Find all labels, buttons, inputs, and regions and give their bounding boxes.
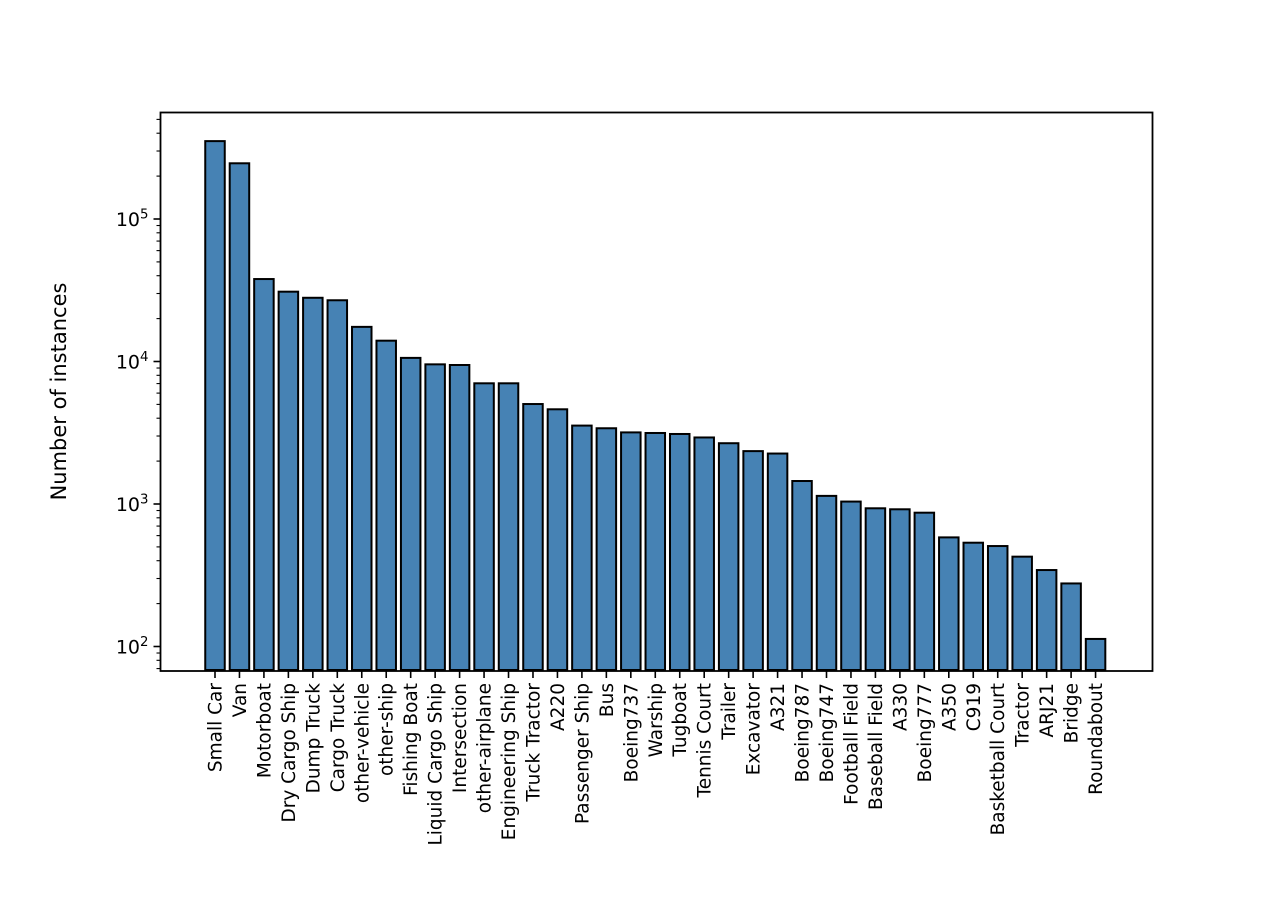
bar-motorboat [253,278,275,671]
bar-boeing737 [620,431,642,671]
x-axis-ticks: Small Car Van Motorboat Dry Cargo Ship Dump … [206,671,1107,846]
bar-basketball-court [986,545,1009,671]
x-tick-label-motorboat: Motorboat [254,683,275,778]
bar-football-field [840,500,862,671]
bar-dump-truck [302,296,324,671]
bar-dry-cargo-ship [277,290,300,671]
x-tick-label-intersection: Intersection [450,683,471,793]
bars-group [204,140,1107,672]
x-tick-label-c919: C919 [964,683,985,731]
x-tick-label-excavator: Excavator [744,683,765,776]
bar-a321 [766,452,789,672]
x-tick-label-boeing737: Boeing737 [621,683,642,782]
plot-border [159,111,1154,672]
x-tick-label-other-airplane: other-airplane [475,683,496,813]
x-tick-label-fishing-boat: Fishing Boat [401,683,422,796]
bar-other-airplane [473,382,495,671]
x-tick-label-engineering-ship: Engineering Ship [499,683,520,840]
x-tick-label-football-field: Football Field [841,683,862,805]
x-tick-label-basketball-court: Basketball Court [988,683,1009,835]
x-tick-label-trailer: Trailer [719,683,740,741]
y-tick-label: 102 [116,635,149,659]
bar-intersection [448,364,471,671]
bar-boeing747 [815,494,838,672]
x-tick-label-dry-cargo-ship: Dry Cargo Ship [279,683,300,823]
bar-a330 [889,508,911,672]
bar-c919 [962,541,985,672]
x-tick-label-bridge: Bridge [1062,683,1083,743]
bar-boeing787 [791,480,813,672]
x-tick-label-a321: A321 [768,683,789,731]
bar-bus [595,427,618,672]
bar-tugboat [668,432,691,672]
bar-other-vehicle [351,325,373,671]
x-tick-label-a350: A350 [939,683,960,731]
x-tick-label-van: Van [230,683,251,717]
x-tick-label-tennis-court: Tennis Court [695,683,716,798]
x-tick-label-baseball-field: Baseball Field [866,683,887,810]
x-tick-label-roundabout: Roundabout [1086,683,1107,795]
bar-roundabout [1084,637,1107,672]
bar-cargo-truck [326,299,349,671]
x-tick-label-dump-truck: Dump Truck [303,683,324,794]
x-tick-label-warship: Warship [646,683,667,757]
bar-trailer [717,442,740,671]
x-tick-label-passenger-ship: Passenger Ship [572,683,593,824]
bar-tennis-court [693,436,715,671]
x-tick-label-boeing747: Boeing747 [817,683,838,782]
bar-warship [644,431,667,671]
bar-truck-tractor [522,403,544,671]
y-axis-ticks: 102 103 104 105 [116,118,161,670]
x-tick-label-other-ship: other-ship [377,683,398,776]
bar-a220 [546,408,569,671]
x-tick-label-truck-tractor: Truck Tractor [523,683,544,803]
bar-boeing777 [913,511,936,671]
bar-arj21 [1035,569,1058,671]
y-tick-label: 104 [116,350,149,374]
x-tick-label-bus: Bus [597,683,618,717]
x-tick-label-small-car: Small Car [206,683,227,773]
x-tick-label-other-vehicle: other-vehicle [352,683,373,803]
x-tick-label-arj21: ARJ21 [1037,683,1058,738]
bar-small-car [204,140,226,671]
x-tick-label-tugboat: Tugboat [670,683,691,758]
bar-passenger-ship [571,424,593,671]
bar-van [228,162,251,671]
y-axis-label: Number of instances [47,283,71,501]
x-tick-label-a220: A220 [548,683,569,731]
bar-other-ship [375,339,397,671]
x-tick-label-boeing777: Boeing777 [915,683,936,782]
bar-liquid-cargo-ship [424,363,446,671]
bar-tractor [1011,555,1033,671]
axes-group: 102 103 104 105 Small Car Van Motorboat Dry Car… [116,111,1154,846]
x-tick-label-cargo-truck: Cargo Truck [328,683,349,793]
y-tick-label: 105 [116,208,149,232]
bar-bridge [1060,582,1082,672]
bar-baseball-field [864,507,887,672]
x-tick-label-liquid-cargo-ship: Liquid Cargo Ship [426,683,447,846]
y-tick-label: 103 [116,493,149,517]
x-tick-label-a330: A330 [890,683,911,731]
x-tick-label-tractor: Tractor [1013,683,1034,748]
x-tick-label-boeing787: Boeing787 [793,683,814,782]
bar-engineering-ship [497,382,520,671]
bar-fishing-boat [399,356,422,671]
bar-a350 [938,536,960,672]
bar-excavator [742,450,764,671]
